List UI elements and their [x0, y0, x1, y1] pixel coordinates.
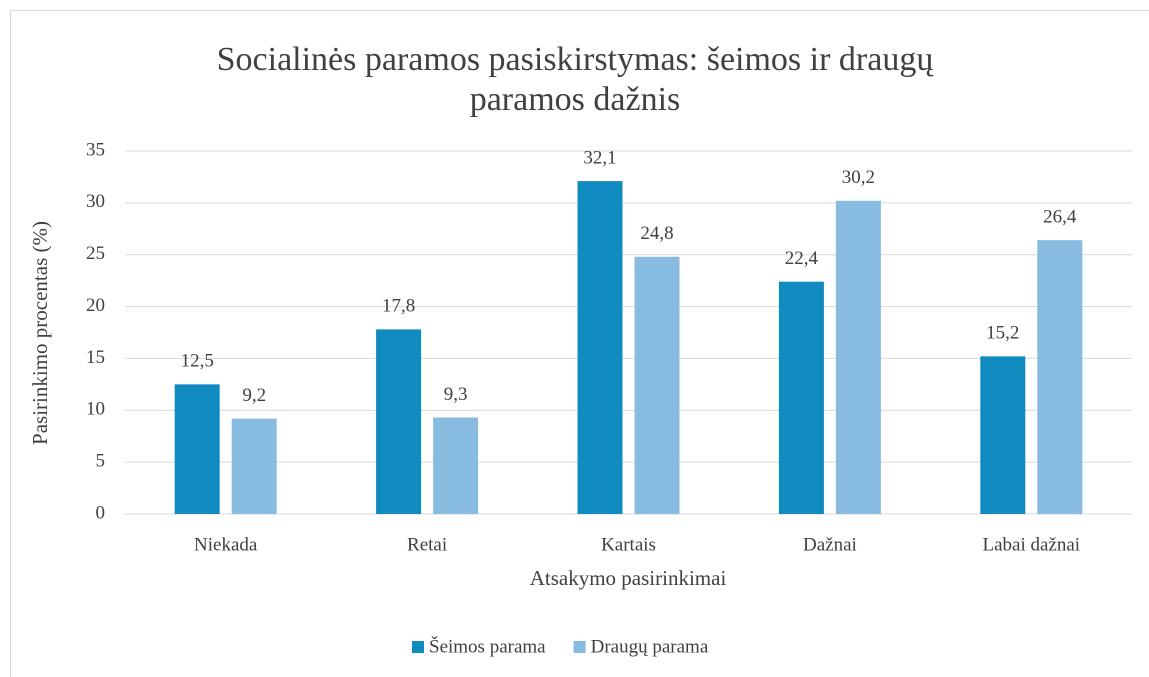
y-tick-label: 35: [86, 139, 105, 160]
bar: [433, 417, 479, 514]
x-axis-label: Atsakymo pasirinkimai: [530, 566, 727, 590]
x-tick-label: Kartais: [601, 534, 656, 555]
data-label: 9,3: [444, 384, 468, 405]
data-label: 32,1: [583, 147, 616, 168]
y-tick-label: 5: [96, 451, 106, 472]
y-tick-label: 20: [86, 295, 105, 316]
y-tick-label: 15: [86, 347, 105, 368]
bar: [376, 329, 422, 514]
bar: [778, 281, 824, 514]
bar: [980, 356, 1026, 514]
legend-label: Šeimos parama: [429, 635, 546, 657]
bar: [1037, 240, 1083, 515]
x-tick-label: Labai dažnai: [983, 534, 1081, 555]
bar: [634, 256, 680, 514]
chart-border: [10, 10, 1149, 677]
data-label: 26,4: [1043, 207, 1077, 228]
data-label: 22,4: [785, 248, 819, 269]
data-label: 15,2: [986, 323, 1019, 344]
x-tick-label: Dažnai: [803, 534, 857, 555]
data-label: 12,5: [181, 351, 214, 372]
data-label: 9,2: [242, 385, 266, 406]
y-axis-label: Pasirinkimo procentas (%): [28, 221, 52, 445]
bar: [231, 418, 277, 514]
data-label: 17,8: [382, 296, 415, 317]
y-tick-label: 10: [86, 399, 105, 420]
legend-swatch: [573, 641, 586, 653]
chart-title: Socialinės paramos pasiskirstymas: šeimo…: [216, 41, 934, 118]
x-tick-label: Retai: [407, 534, 447, 555]
y-tick-label: 25: [86, 243, 105, 264]
y-tick-label: 30: [86, 191, 105, 212]
bar: [835, 200, 881, 515]
bar: [174, 384, 220, 514]
data-label: 30,2: [842, 167, 875, 188]
data-label: 24,8: [640, 223, 673, 244]
x-tick-label: Niekada: [194, 534, 258, 555]
legend-label: Draugų parama: [591, 636, 709, 657]
legend-swatch: [412, 641, 424, 653]
y-tick-label: 0: [96, 502, 106, 523]
bar: [577, 181, 623, 514]
